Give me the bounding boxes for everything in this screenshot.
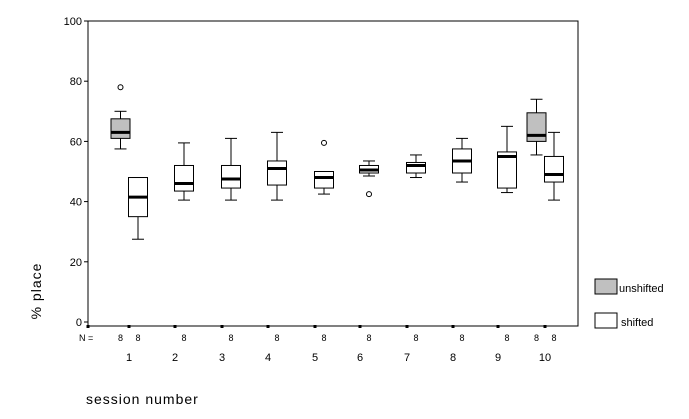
x-tick-label: 10 [539,352,551,364]
y-tick-label: 100 [64,16,82,28]
box-shifted-session-6 [359,160,379,198]
x-tick-mark [543,325,547,328]
n-count-shifted-session-10: 8 [551,333,556,343]
n-count-shifted-session-6: 8 [366,333,371,343]
y-tick-label: 80 [70,76,82,88]
n-count-shifted-session-5: 8 [321,333,326,343]
boxes [110,84,564,240]
box-unshifted-session-10 [526,98,547,156]
outlier-point [321,139,327,146]
x-tick-label: 7 [404,352,410,364]
box-shifted-session-2 [174,142,194,201]
x-tick-label: 4 [265,352,271,364]
n-count-shifted-session-3: 8 [228,333,233,343]
box-shifted-session-9 [497,125,517,194]
x-tick-mark [451,325,455,328]
legend-label-unshifted: unshifted [619,283,664,295]
x-tick-mark [266,325,270,328]
box-shifted-session-3 [221,137,241,201]
iqr-box [110,118,131,139]
iqr-box [544,155,564,183]
box-unshifted-session-1 [110,84,131,150]
x-tick-label: 6 [357,352,363,364]
x-tick-mark [405,325,409,328]
iqr-box [174,164,194,192]
box-shifted-session-4 [267,131,287,201]
n-count-unshifted-session-1: 8 [118,333,123,343]
x-tick-label: 2 [172,352,178,364]
x-tick-mark [358,325,362,328]
x-axis-origin-mark [86,325,90,328]
iqr-box [526,112,547,142]
y-axis-title: % place [28,263,44,320]
outlier-point [117,84,124,91]
x-tick-mark [496,325,500,328]
y-tick-label: 20 [70,257,82,269]
n-count-shifted-session-9: 8 [504,333,509,343]
x-tick-mark [313,325,317,328]
iqr-box [406,161,426,174]
y-tick-label: 60 [70,136,82,148]
iqr-box [314,171,334,189]
x-axis: 1 2 3 4 5 6 7 8 9 10 [86,325,551,364]
iqr-box [267,160,287,186]
n-count-shifted-session-2: 8 [181,333,186,343]
legend-swatch-shifted [594,312,618,329]
y-axis: 0 20 40 60 80 100 [64,16,88,329]
legend-label-shifted: shifted [621,317,653,329]
box-shifted-session-7 [406,154,426,179]
y-tick-label: 0 [76,317,82,329]
box-shifted-session-10 [544,131,564,201]
y-tick-label: 40 [70,197,82,209]
n-count-shifted-session-1: 8 [135,333,140,343]
x-tick-label: 8 [450,352,456,364]
box-shifted-session-8 [452,137,472,183]
x-tick-mark [220,325,224,328]
x-tick-label: 9 [495,352,501,364]
n-count-shifted-session-8: 8 [459,333,464,343]
box-shifted-session-1 [128,177,148,240]
n-row-label: N = [79,333,93,343]
n-count-shifted-session-7: 8 [413,333,418,343]
iqr-box [221,164,241,189]
n-count-row: N = 8 8 8 8 8 8 8 8 8 8 8 8 [79,333,557,343]
box-shifted-session-5 [314,139,334,195]
iqr-box [497,151,517,189]
n-count-shifted-session-4: 8 [274,333,279,343]
x-axis-title: session number [86,391,199,407]
outlier-point [366,191,372,198]
legend: unshifted shifted [594,278,664,329]
x-tick-mark [173,325,177,328]
legend-swatch-unshifted [594,278,618,295]
n-count-unshifted-session-10: 8 [534,333,539,343]
x-tick-label: 1 [126,352,132,364]
x-tick-label: 3 [219,352,225,364]
x-tick-label: 5 [312,352,318,364]
x-tick-mark [127,325,131,328]
